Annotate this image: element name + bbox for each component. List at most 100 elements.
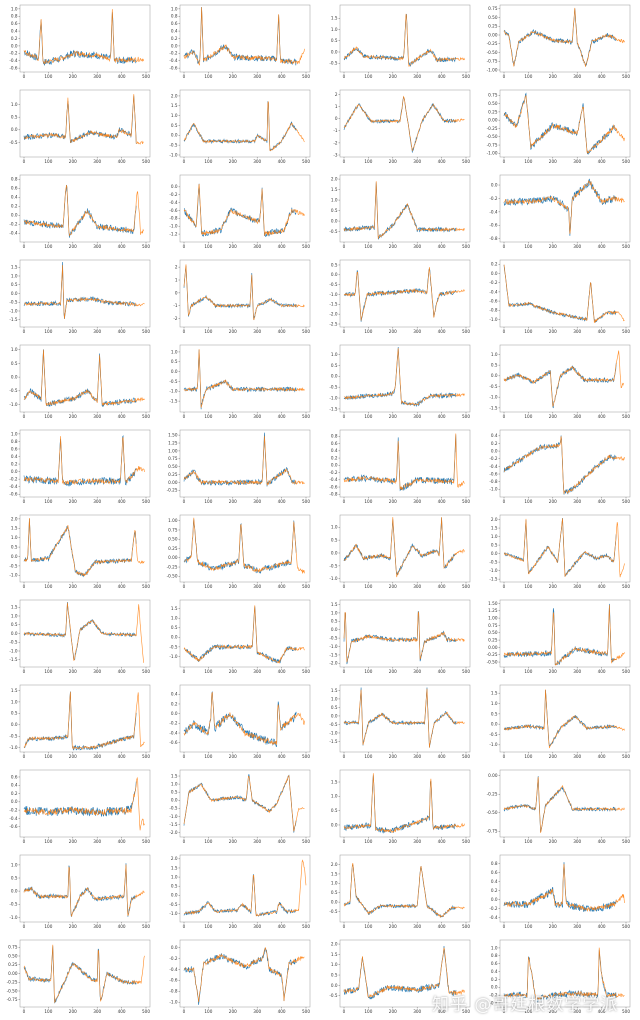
x-tick-label: 500	[622, 754, 630, 759]
y-tick-label: 0.2	[171, 36, 178, 41]
x-tick-label: 100	[524, 74, 532, 79]
y-tick-label: 1.5	[331, 187, 338, 192]
axes-frame	[339, 854, 471, 923]
y-tick-label: 0.25	[488, 637, 498, 642]
subplot-0-2: 0 100 200 300 400 500 -0.5 0.0 0.5 1.0 1.5	[320, 0, 480, 85]
y-tick-label: 1.0	[331, 881, 338, 886]
y-tick-label: 0.8	[11, 177, 18, 182]
y-tick-label: 0.4	[11, 195, 18, 200]
y-tick-label: 0.5	[171, 790, 178, 795]
subplot-2-1: 0 100 200 300 400 500 -1.2 -1.0 -0.8 -0.6 -0.4 -0.2…	[160, 170, 320, 255]
y-tick-label: -0.8	[169, 216, 178, 221]
y-tick-label: 0.0	[171, 369, 178, 374]
y-tick-label: -0.6	[9, 492, 18, 497]
axes-frame	[19, 769, 151, 838]
x-tick-label: 0	[183, 244, 186, 249]
y-tick-label: 0.4	[491, 879, 498, 884]
y-tick-label: 1.0	[331, 525, 338, 530]
reconstruction-line	[183, 517, 305, 574]
x-tick-label: 100	[44, 414, 52, 419]
y-tick-label: -0.5	[489, 560, 498, 565]
x-tick-label: 500	[142, 244, 150, 249]
y-tick-label: 0.25	[168, 546, 178, 551]
x-tick-label: 200	[549, 74, 557, 79]
x-tick-label: 100	[44, 839, 52, 844]
subplot-3-3: 0 100 200 300 400 500 -1.0 -0.8 -0.6 -0.4 -0.2 0.0 0…	[480, 255, 640, 340]
y-tick-label: -2	[173, 316, 178, 321]
y-tick-label: -0.2	[9, 222, 18, 227]
y-tick-label: 0.4	[491, 433, 498, 438]
y-tick-label: -0.25	[7, 980, 18, 985]
x-tick-label: 100	[204, 499, 212, 504]
x-tick-label: 300	[573, 159, 581, 164]
y-tick-label: -0.4	[9, 58, 18, 63]
x-tick-label: 100	[44, 499, 52, 504]
y-tick-label: 2.0	[491, 517, 498, 522]
y-tick-label: 1.0	[11, 6, 18, 11]
x-tick-label: 500	[622, 584, 630, 589]
subplot-2-3: 0 100 200 300 400 500 -0.8 -0.6 -0.4 -0.2 0.0	[480, 170, 640, 255]
y-tick-label: 0.00	[168, 480, 178, 485]
y-tick-label: 0.0	[11, 799, 18, 804]
y-tick-label: -1.0	[489, 742, 498, 747]
y-tick-label: 0.0	[171, 945, 178, 950]
y-tick-label: -1.0	[329, 395, 338, 400]
x-tick-label: 200	[389, 74, 397, 79]
y-tick-label: 0.50	[488, 101, 498, 106]
x-tick-label: 200	[69, 584, 77, 589]
y-tick-label: -0.5	[329, 282, 338, 287]
y-tick-label: 1.0	[331, 610, 338, 615]
x-tick-label: 300	[413, 1009, 421, 1014]
signal-line	[503, 603, 617, 666]
x-tick-label: 500	[622, 414, 630, 419]
x-tick-label: 0	[503, 244, 506, 249]
y-tick-label: -0.8	[489, 308, 498, 313]
subplot-8-0: 0 100 200 300 400 500 -1.0 -0.5 0.0 0.5 1.0 1.5	[0, 680, 160, 765]
reconstruction-line	[183, 859, 307, 917]
y-tick-label: 0.6	[11, 21, 18, 26]
y-tick-label: 0.6	[331, 441, 338, 446]
axes-frame	[339, 4, 471, 73]
y-tick-label: -1.5	[329, 739, 338, 744]
x-tick-label: 200	[69, 74, 77, 79]
y-tick-label: 0.8	[11, 14, 18, 19]
y-tick-label: -2.0	[329, 661, 338, 666]
x-tick-label: 300	[253, 159, 261, 164]
reconstruction-line	[23, 436, 145, 485]
axes-frame	[179, 429, 311, 498]
y-tick-label: -1.0	[329, 730, 338, 735]
x-tick-label: 0	[343, 669, 346, 674]
x-tick-label: 100	[524, 924, 532, 929]
y-tick-label: 0.5	[331, 38, 338, 43]
x-tick-label: 400	[118, 414, 126, 419]
reconstruction-line	[503, 95, 625, 154]
y-tick-label: -0.2	[489, 906, 498, 911]
axes-frame	[19, 429, 151, 498]
reconstruction-line	[183, 775, 305, 832]
y-tick-label: 0.5	[331, 890, 338, 895]
y-tick-label: -0.6	[169, 208, 178, 213]
subplot-4-0: 0 100 200 300 400 500 -1.0 -0.5 0.0 0.5 1.0	[0, 340, 160, 425]
x-tick-label: 200	[389, 754, 397, 759]
y-tick-label: 0.5	[171, 123, 178, 128]
y-tick-label: -0.5	[329, 229, 338, 234]
x-tick-label: 500	[302, 244, 310, 249]
x-tick-label: 200	[389, 839, 397, 844]
x-tick-label: 400	[118, 924, 126, 929]
signal-line	[23, 184, 137, 238]
reconstruction-line	[343, 267, 465, 321]
y-tick-label: -0.75	[487, 829, 498, 834]
y-tick-label: 0.4	[491, 969, 498, 974]
x-tick-label: 300	[93, 584, 101, 589]
y-tick-label: 0.5	[171, 884, 178, 889]
y-tick-label: -0.5	[9, 563, 18, 568]
x-tick-label: 0	[503, 1009, 506, 1014]
x-tick-label: 500	[302, 1009, 310, 1014]
x-tick-label: 200	[549, 1009, 557, 1014]
y-tick-label: 1.5	[331, 16, 338, 21]
y-tick-label: 1.0	[331, 198, 338, 203]
y-tick-label: -1.0	[489, 487, 498, 492]
y-tick-label: 1.0	[331, 352, 338, 357]
x-tick-label: 400	[278, 754, 286, 759]
x-tick-label: 400	[278, 669, 286, 674]
